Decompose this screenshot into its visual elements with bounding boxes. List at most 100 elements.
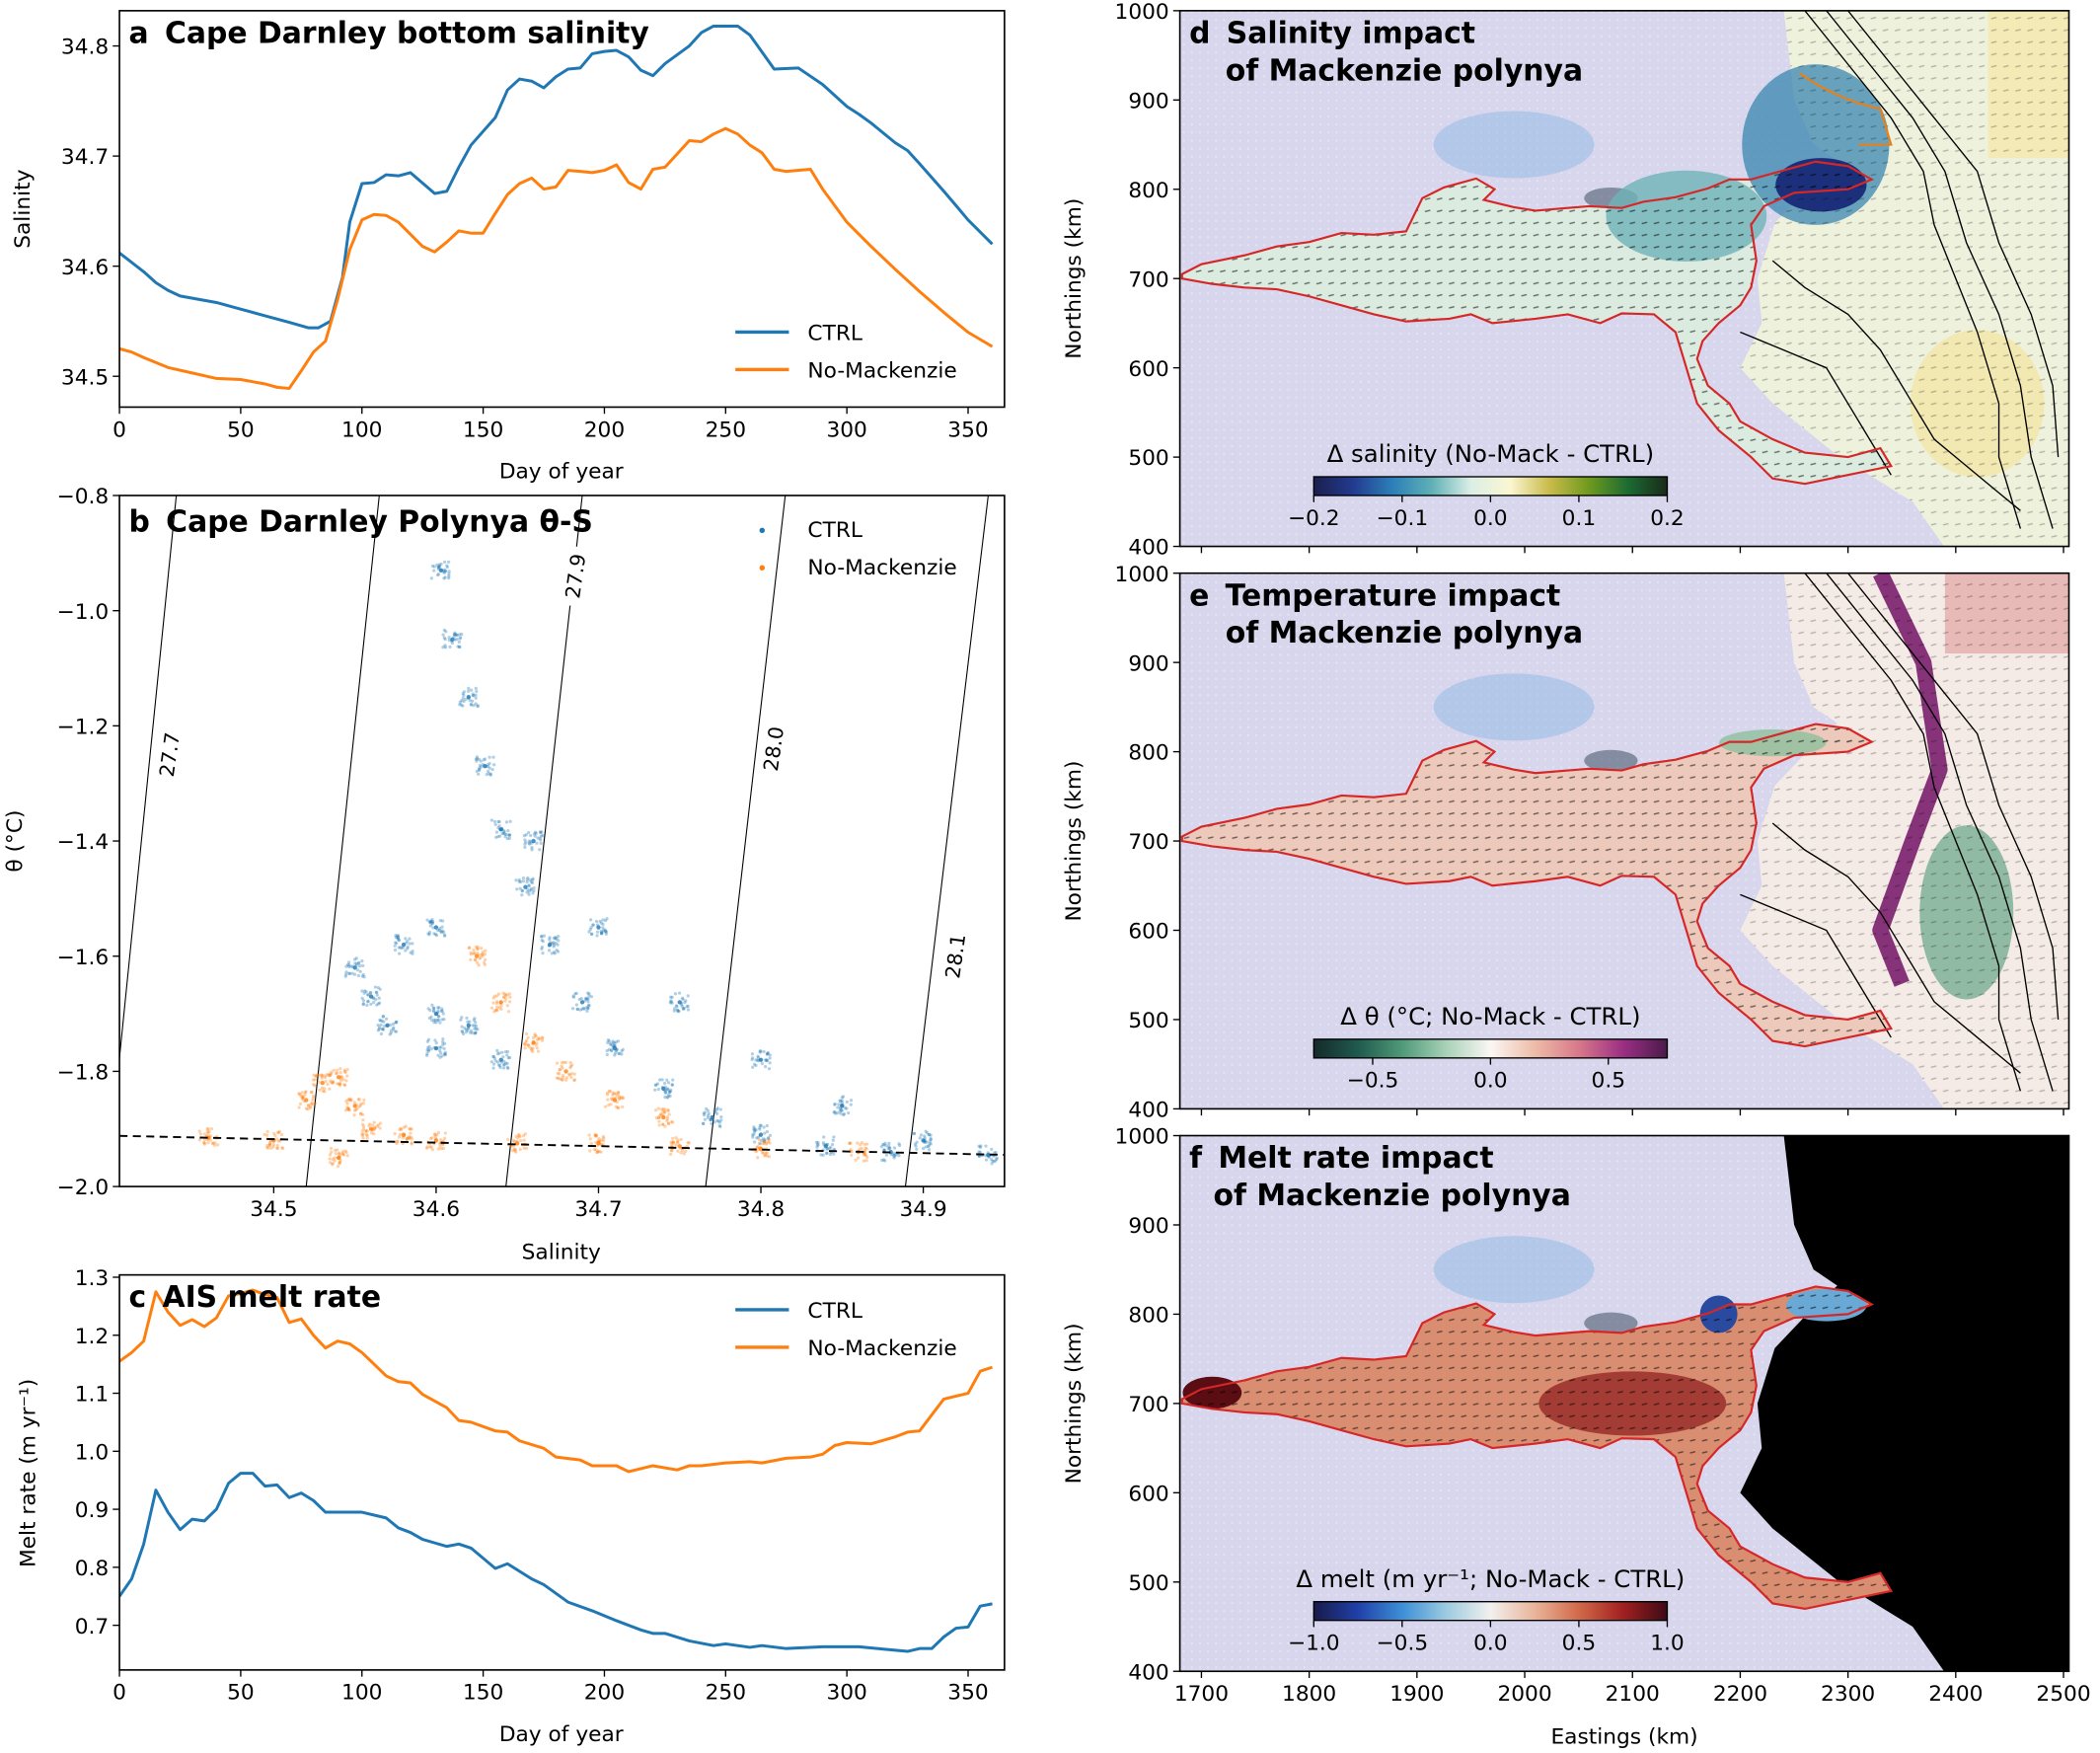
x-tick-label: 1800 <box>1282 1682 1336 1707</box>
scatter-point <box>524 1031 529 1035</box>
scatter-point <box>562 1060 566 1064</box>
scatter-point <box>719 1115 723 1119</box>
scatter-point <box>577 997 581 1002</box>
scatter-point <box>336 1068 339 1072</box>
scatter-point <box>433 932 438 937</box>
scatter-point <box>477 963 481 967</box>
scatter-point <box>381 1028 385 1031</box>
velocity-arrows-ocean <box>1740 572 2069 1109</box>
scatter-point <box>443 1052 447 1056</box>
scatter-point <box>702 1121 706 1126</box>
scatter-point <box>984 1144 988 1148</box>
scatter-point <box>584 997 588 1001</box>
scatter-point <box>542 934 547 938</box>
scatter-point <box>338 1158 342 1163</box>
scatter-point <box>750 1056 755 1060</box>
scatter-point <box>328 1087 332 1091</box>
scatter-point <box>428 920 432 924</box>
scatter-point <box>443 1136 447 1140</box>
scatter-point <box>620 1049 624 1053</box>
legend-marker-nomack <box>759 565 766 571</box>
scatter-point <box>478 766 482 770</box>
scatter-point <box>354 963 358 967</box>
scatter-point <box>586 1003 591 1008</box>
scatter-point <box>301 1095 305 1100</box>
scatter-point <box>883 1159 887 1163</box>
scatter-point <box>494 1001 499 1006</box>
scatter-point <box>594 1148 598 1152</box>
scatter-point <box>437 1006 441 1010</box>
scatter-point <box>718 1124 722 1129</box>
scatter-point <box>518 886 522 890</box>
scatter-point <box>993 1151 997 1155</box>
y-tick-label: −1.2 <box>57 716 110 740</box>
scatter-point <box>676 1009 680 1013</box>
scatter-point <box>334 1071 338 1076</box>
scatter-point <box>984 1158 989 1162</box>
scatter-point <box>442 933 447 937</box>
scatter-point <box>438 1144 442 1148</box>
panel-a-title: a Cape Darnley bottom salinity <box>129 16 649 50</box>
scatter-point <box>344 970 348 974</box>
scatter-point <box>377 996 381 1000</box>
isopycnal-label-bg <box>943 926 968 986</box>
scatter-point <box>716 1119 720 1123</box>
scatter-point <box>469 1029 474 1032</box>
scatter-point <box>666 1087 670 1091</box>
scatter-point <box>621 1096 625 1100</box>
scatter-point <box>864 1159 868 1163</box>
scatter-point <box>663 1085 668 1090</box>
scatter-point <box>392 1026 396 1029</box>
scatter-point <box>338 1162 341 1166</box>
scatter-point <box>531 838 536 844</box>
scatter-point <box>397 1135 402 1139</box>
scatter-point <box>344 1079 348 1083</box>
scatter-point <box>297 1092 301 1096</box>
scatter-point <box>923 1136 927 1140</box>
ocean-field <box>1740 1135 2069 1672</box>
scatter-point <box>816 1142 820 1147</box>
scatter-point <box>338 1160 342 1164</box>
scatter-point <box>438 1048 442 1053</box>
scatter-point <box>768 1053 772 1057</box>
scatter-point <box>607 1047 612 1051</box>
scatter-point <box>324 1075 328 1080</box>
scatter-point <box>410 1141 413 1145</box>
scatter-point <box>398 1132 403 1137</box>
scatter-point <box>595 930 600 934</box>
scatter-point <box>674 1143 678 1147</box>
scatter-point <box>500 831 504 836</box>
scatter-point <box>437 1045 442 1049</box>
scatter-point <box>269 1146 273 1150</box>
scatter-point <box>864 1147 868 1151</box>
scatter-point <box>527 883 531 887</box>
scatter-point <box>596 925 601 930</box>
scatter-point <box>531 1042 535 1046</box>
scatter-point <box>491 755 495 759</box>
scatter-point <box>666 1107 670 1112</box>
scatter-point <box>987 1155 991 1159</box>
scatter-point <box>601 926 605 930</box>
scatter-point <box>750 1052 755 1056</box>
scatter-point <box>299 1094 303 1098</box>
scatter-point <box>485 773 488 777</box>
scatter-point <box>523 1042 527 1047</box>
scatter-point <box>663 1090 668 1095</box>
scatter-point <box>756 1054 760 1058</box>
scatter-point <box>503 1050 507 1054</box>
scatter-point <box>497 819 501 824</box>
scatter-point <box>205 1133 209 1138</box>
scatter-point <box>472 952 477 955</box>
scatter-point <box>323 1087 327 1091</box>
scatter-point <box>531 876 535 880</box>
scatter-point <box>563 1060 567 1065</box>
panel-b-ylabel: θ (°C) <box>3 810 28 873</box>
scatter-point <box>329 1079 333 1083</box>
panel-e-colorbar-label: Δ θ (°C; No-Mack - CTRL) <box>1340 1002 1640 1030</box>
scatter-point <box>443 646 448 649</box>
scatter-point <box>839 1107 844 1112</box>
scatter-point <box>491 1054 495 1058</box>
scatter-point <box>506 1066 510 1071</box>
scatter-point <box>526 887 530 891</box>
scatter-point <box>766 1051 771 1055</box>
